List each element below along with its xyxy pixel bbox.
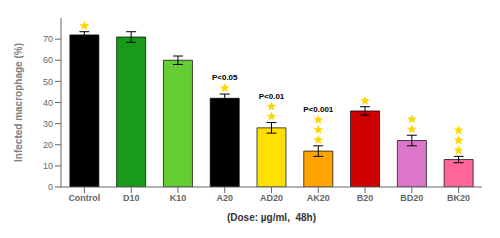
svg-text:0: 0 — [48, 182, 53, 192]
svg-text:20: 20 — [43, 140, 53, 150]
svg-text:BD20: BD20 — [400, 193, 423, 203]
svg-text:40: 40 — [43, 98, 53, 108]
svg-text:60: 60 — [43, 55, 53, 65]
svg-text:10: 10 — [43, 161, 53, 171]
svg-text:D10: D10 — [123, 193, 140, 203]
svg-text:Control: Control — [68, 193, 100, 203]
svg-text:P<0.001: P<0.001 — [303, 105, 334, 114]
svg-text:50: 50 — [43, 77, 53, 87]
svg-text:A20: A20 — [216, 193, 233, 203]
svg-text:P<0.05: P<0.05 — [212, 73, 238, 82]
svg-text:70: 70 — [43, 34, 53, 44]
svg-text:AK20: AK20 — [307, 193, 330, 203]
svg-text:Infected macrophage (%): Infected macrophage (%) — [13, 43, 24, 162]
svg-text:30: 30 — [43, 119, 53, 129]
svg-text:B20: B20 — [357, 193, 374, 203]
svg-text:K10: K10 — [170, 193, 187, 203]
svg-text:BK20: BK20 — [447, 193, 470, 203]
svg-text:P<0.01: P<0.01 — [259, 92, 285, 101]
svg-text:AD20: AD20 — [260, 193, 283, 203]
svg-text:(Dose: µg/ml, 48h): (Dose: µg/ml, 48h) — [227, 212, 316, 223]
